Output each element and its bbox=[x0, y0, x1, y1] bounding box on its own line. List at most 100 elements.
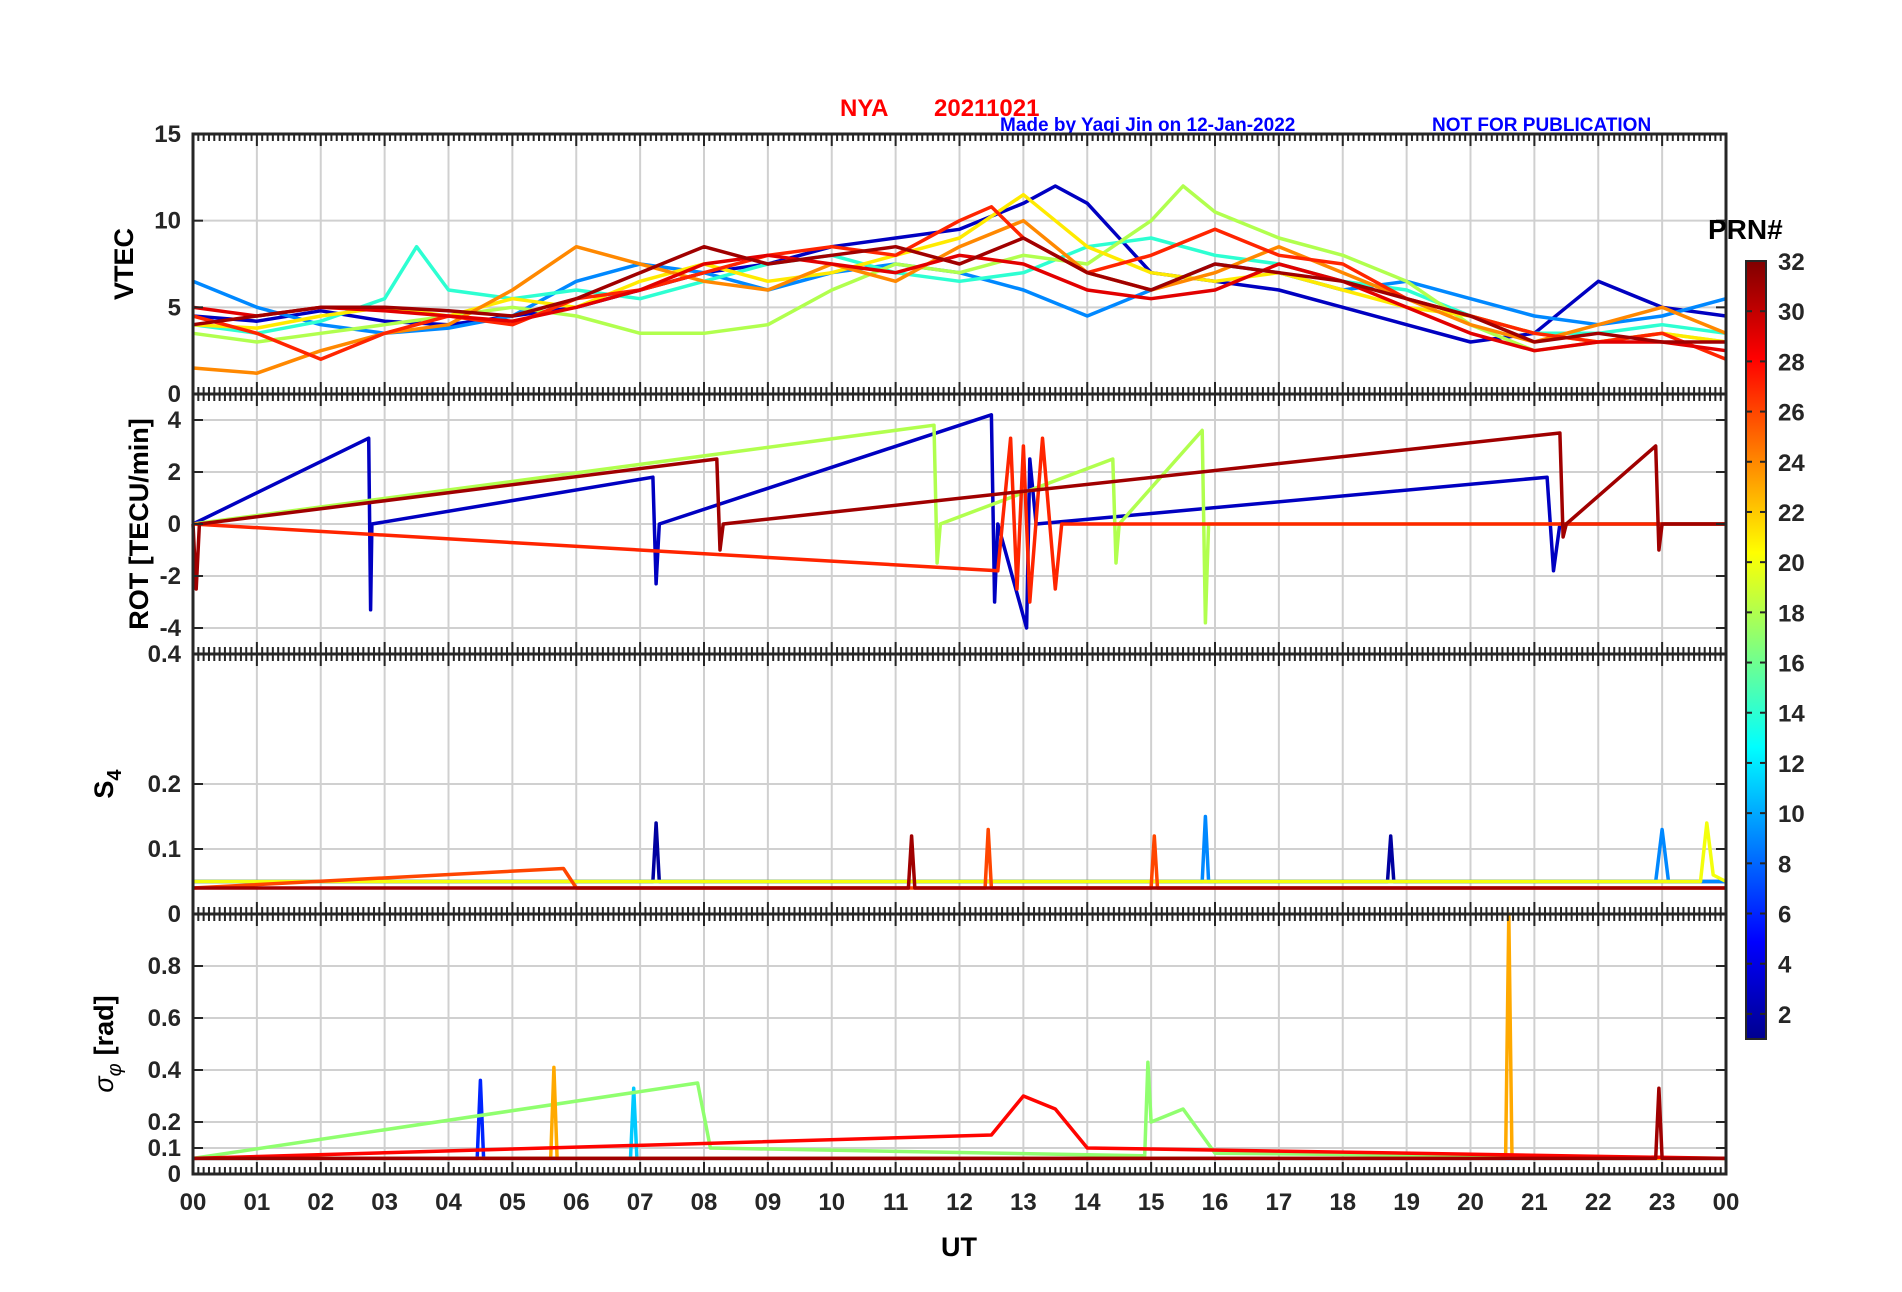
s4-panel: 0 0.1 0.2 0.4 S4 bbox=[89, 641, 1728, 928]
y-tick-label: 0.4 bbox=[148, 641, 182, 668]
rot-panel: -4 -2 0 2 4 ROT [TECU/min] bbox=[124, 392, 1728, 656]
s4-series-prn-31 bbox=[193, 834, 1726, 890]
vtec-ylabel: VTEC bbox=[109, 228, 139, 300]
sigma-phi-series-prn-28 bbox=[192, 1094, 1727, 1161]
y-tick-label: 0.2 bbox=[148, 771, 181, 798]
x-axis-label: UT bbox=[941, 1232, 977, 1262]
sigma-phi-minor-ticks bbox=[192, 914, 1727, 1174]
colorbar-tick-label: 6 bbox=[1778, 902, 1791, 929]
sigma-phi-y-ticks: 00.10.2 0.4 0.6 0.8 bbox=[148, 953, 1726, 1188]
colorbar-tick-label: 26 bbox=[1778, 400, 1805, 427]
x-tick-label: 04 bbox=[435, 1189, 462, 1216]
s4-series-prn-20 bbox=[193, 821, 1727, 884]
x-tick-label: 10 bbox=[818, 1189, 845, 1216]
title-credit: Made by Yaqi Jin on 12-Jan-2022 bbox=[1000, 115, 1295, 136]
colorbar-tick-label: 20 bbox=[1778, 550, 1805, 577]
y-tick-label: 0 bbox=[168, 511, 181, 538]
s4-y-ticks: 0 0.1 0.2 0.4 bbox=[148, 641, 1726, 928]
colorbar-tick-label: 4 bbox=[1778, 952, 1792, 979]
rot-series-prn-3 bbox=[192, 413, 1726, 630]
x-tick-label: 01 bbox=[244, 1189, 271, 1216]
sigma-phi-panel: 00.10.2 0.4 0.6 0.8 σφ [rad] bbox=[89, 912, 1728, 1188]
rot-y-ticks: -4 -2 0 2 4 bbox=[160, 407, 1726, 642]
vtec-series-prn-3 bbox=[192, 184, 1727, 344]
sigma-phi-series-prn-17 bbox=[192, 1060, 1727, 1161]
y-tick-label: 15 bbox=[154, 121, 181, 148]
x-tick-label: 17 bbox=[1266, 1189, 1293, 1216]
colorbar-tick-label: 18 bbox=[1778, 600, 1805, 627]
y-tick-label: -4 bbox=[160, 615, 182, 642]
s4-ylabel-main: S bbox=[89, 781, 119, 799]
y-tick-label: 0.2 bbox=[148, 1109, 181, 1136]
rot-series-prn-18 bbox=[192, 423, 1726, 625]
y-tick-label: 0.8 bbox=[148, 953, 181, 980]
sigma-phi-series-prn-31 bbox=[193, 1086, 1726, 1161]
s4-grid bbox=[193, 654, 1726, 914]
x-tick-label: 21 bbox=[1521, 1189, 1548, 1216]
s4-series bbox=[192, 814, 1727, 890]
rot-series-prn-27 bbox=[192, 436, 1726, 604]
x-tick-label: 06 bbox=[563, 1189, 590, 1216]
x-tick-label: 00 bbox=[1713, 1189, 1740, 1216]
x-tick-label: 08 bbox=[691, 1189, 718, 1216]
y-tick-label: 0.6 bbox=[148, 1005, 181, 1032]
y-tick-label: 0.4 bbox=[148, 1057, 182, 1084]
x-tick-label: 19 bbox=[1393, 1189, 1420, 1216]
y-tick-label: 0 bbox=[168, 1161, 181, 1188]
x-tick-label: 12 bbox=[946, 1189, 973, 1216]
y-tick-label: 4 bbox=[168, 407, 182, 434]
s4-series-prn-26 bbox=[192, 827, 1726, 890]
colorbar-gradient bbox=[1745, 260, 1767, 1040]
x-tick-label: 00 bbox=[180, 1189, 207, 1216]
vtec-panel: 0 5 10 15 VTEC bbox=[109, 121, 1728, 408]
title-notice: NOT FOR PUBLICATION bbox=[1432, 115, 1651, 136]
sigma-phi-ylabel-units: [rad] bbox=[89, 995, 119, 1055]
sigma-phi-series bbox=[192, 912, 1727, 1161]
x-tick-label: 18 bbox=[1329, 1189, 1356, 1216]
y-tick-label: 0.1 bbox=[148, 836, 181, 863]
colorbar-tick-label: 28 bbox=[1778, 349, 1805, 376]
x-tick-label: 15 bbox=[1138, 1189, 1165, 1216]
colorbar-tick-label: 12 bbox=[1778, 751, 1805, 778]
colorbar-title: PRN# bbox=[1708, 214, 1783, 245]
colorbar-tick-label: 32 bbox=[1778, 249, 1805, 276]
x-tick-label: 09 bbox=[755, 1189, 782, 1216]
sigma-phi-ylabel-main: σ bbox=[89, 1075, 119, 1093]
s4-ylabel: S4 bbox=[89, 769, 126, 799]
vtec-series-prn-31 bbox=[192, 236, 1726, 344]
vtec-y-ticks: 0 5 10 15 bbox=[154, 121, 1726, 408]
vtec-series-prn-29 bbox=[192, 253, 1727, 353]
y-tick-label: -2 bbox=[160, 563, 181, 590]
colorbar-tick-label: 24 bbox=[1778, 450, 1805, 477]
x-tick-label: 23 bbox=[1649, 1189, 1676, 1216]
x-tick-label: 05 bbox=[499, 1189, 526, 1216]
x-tick-label: 02 bbox=[307, 1189, 334, 1216]
sigma-phi-ylabel-sub: φ bbox=[104, 1063, 126, 1076]
x-tick-label: 13 bbox=[1010, 1189, 1037, 1216]
s4-ylabel-sub: 4 bbox=[104, 769, 126, 781]
x-tick-label: 14 bbox=[1074, 1189, 1101, 1216]
x-tick-label: 22 bbox=[1585, 1189, 1612, 1216]
y-tick-label: 0 bbox=[168, 901, 181, 928]
y-tick-label: 2 bbox=[168, 459, 181, 486]
title-date: 20211021 bbox=[934, 95, 1039, 122]
sigma-phi-grid bbox=[193, 914, 1726, 1174]
x-tick-label: 07 bbox=[627, 1189, 654, 1216]
colorbar-tick-label: 22 bbox=[1778, 500, 1805, 527]
y-tick-label: 5 bbox=[168, 294, 181, 321]
x-tick-labels: 00 01 02 03 04 05 06 07 08 09 10 11 12 13 14 15 16 17 18 19… bbox=[180, 1189, 1740, 1216]
title-station: NYA bbox=[840, 95, 888, 122]
y-tick-label: 0 bbox=[168, 381, 181, 408]
rot-minor-ticks bbox=[192, 394, 1727, 654]
vtec-series bbox=[192, 184, 1727, 375]
y-tick-label: 10 bbox=[154, 208, 181, 235]
vtec-series-prn-24 bbox=[192, 218, 1727, 375]
x-tick-label: 03 bbox=[371, 1189, 398, 1216]
colorbar-tick-label: 30 bbox=[1778, 299, 1805, 326]
vtec-minor-ticks bbox=[192, 134, 1727, 394]
colorbar-tick-label: 10 bbox=[1778, 801, 1805, 828]
x-tick-label: 11 bbox=[883, 1189, 908, 1216]
colorbar-tick-label: 14 bbox=[1778, 701, 1805, 728]
